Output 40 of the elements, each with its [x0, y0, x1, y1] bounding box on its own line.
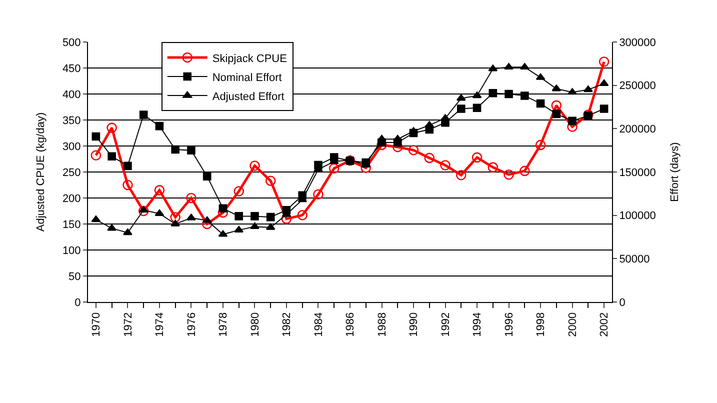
y-tick-label: 250	[62, 166, 81, 179]
x-tick-label: 1994	[472, 312, 484, 337]
y-tick-label: 0	[74, 296, 81, 309]
y-tick-label: 500	[62, 36, 81, 49]
x-tick-label: 2002	[598, 312, 611, 337]
x-tick-label: 1972	[122, 312, 134, 337]
x-tick-label: 1982	[281, 312, 294, 337]
y-tick-label: 400	[62, 88, 81, 101]
x-tick-label: 1996	[503, 312, 516, 337]
y-tick-label: 450	[62, 62, 81, 75]
legend-label: Adjusted Effort	[212, 90, 284, 103]
y-tick-label: 200	[62, 192, 81, 205]
y-tick-label: 50	[68, 270, 81, 283]
y2-axis-title: Effort (days)	[669, 142, 682, 202]
x-tick-label: 1990	[408, 312, 420, 337]
y2-tick-label: 50000	[619, 254, 650, 266]
legend-label: Nominal Effort	[212, 72, 282, 84]
x-tick-label: 1998	[535, 312, 548, 337]
y2-tick-label: 300000	[619, 36, 656, 49]
y2-tick-label: 200000	[619, 124, 656, 136]
y-tick-label: 100	[62, 244, 81, 257]
y-tick-label: 150	[62, 218, 81, 231]
y2-tick-label: 150000	[619, 166, 656, 179]
y2-tick-label: 0	[619, 296, 626, 309]
x-tick-label: 1984	[312, 312, 325, 337]
y-axis-title: Adjusted CPUE (kg/day)	[35, 112, 48, 232]
y2-tick-label: 250000	[619, 80, 656, 92]
y2-tick-label: 100000	[619, 210, 656, 222]
x-tick-label: 1986	[344, 312, 357, 337]
x-tick-label: 1988	[376, 312, 388, 337]
y-tick-label: 300	[62, 140, 81, 153]
x-tick-label: 1980	[249, 312, 262, 337]
x-tick-label: 2000	[566, 312, 579, 337]
legend-label: Skipjack CPUE	[212, 52, 287, 65]
x-tick-label: 1978	[218, 312, 230, 337]
y-tick-label: 350	[62, 114, 81, 127]
x-tick-label: 1974	[154, 312, 166, 337]
x-tick-label: 1992	[440, 312, 452, 337]
x-tick-label: 1976	[186, 312, 198, 337]
x-tick-label: 1970	[90, 312, 103, 337]
